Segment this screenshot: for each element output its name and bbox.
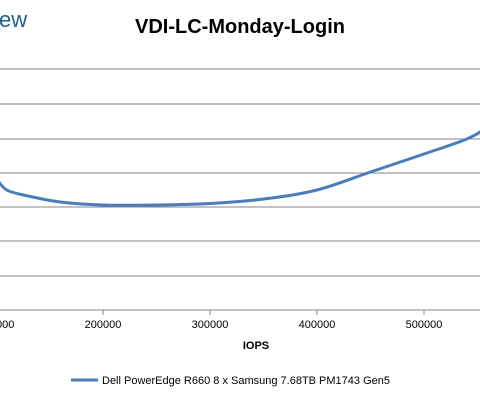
series-line <box>0 130 480 207</box>
logo-text: ew <box>0 7 27 32</box>
x-tick-label: 300000 <box>192 319 229 331</box>
series-group <box>0 130 480 207</box>
x-tick-label: 400000 <box>299 319 336 331</box>
chart-title: VDI-LC-Monday-Login <box>135 16 345 38</box>
legend-entry: Dell PowerEdge R660 8 x Samsung 7.68TB P… <box>102 375 390 387</box>
gridlines <box>0 68 480 311</box>
legend: Dell PowerEdge R660 8 x Samsung 7.68TB P… <box>71 375 390 387</box>
x-axis-label: IOPS <box>243 340 269 352</box>
x-tick-label: 100000 <box>0 319 14 331</box>
x-tick-label: 500000 <box>406 319 443 331</box>
x-tick-label: 200000 <box>85 319 122 331</box>
x-tick-labels: 100000 200000 300000 400000 500000 <box>0 310 442 331</box>
